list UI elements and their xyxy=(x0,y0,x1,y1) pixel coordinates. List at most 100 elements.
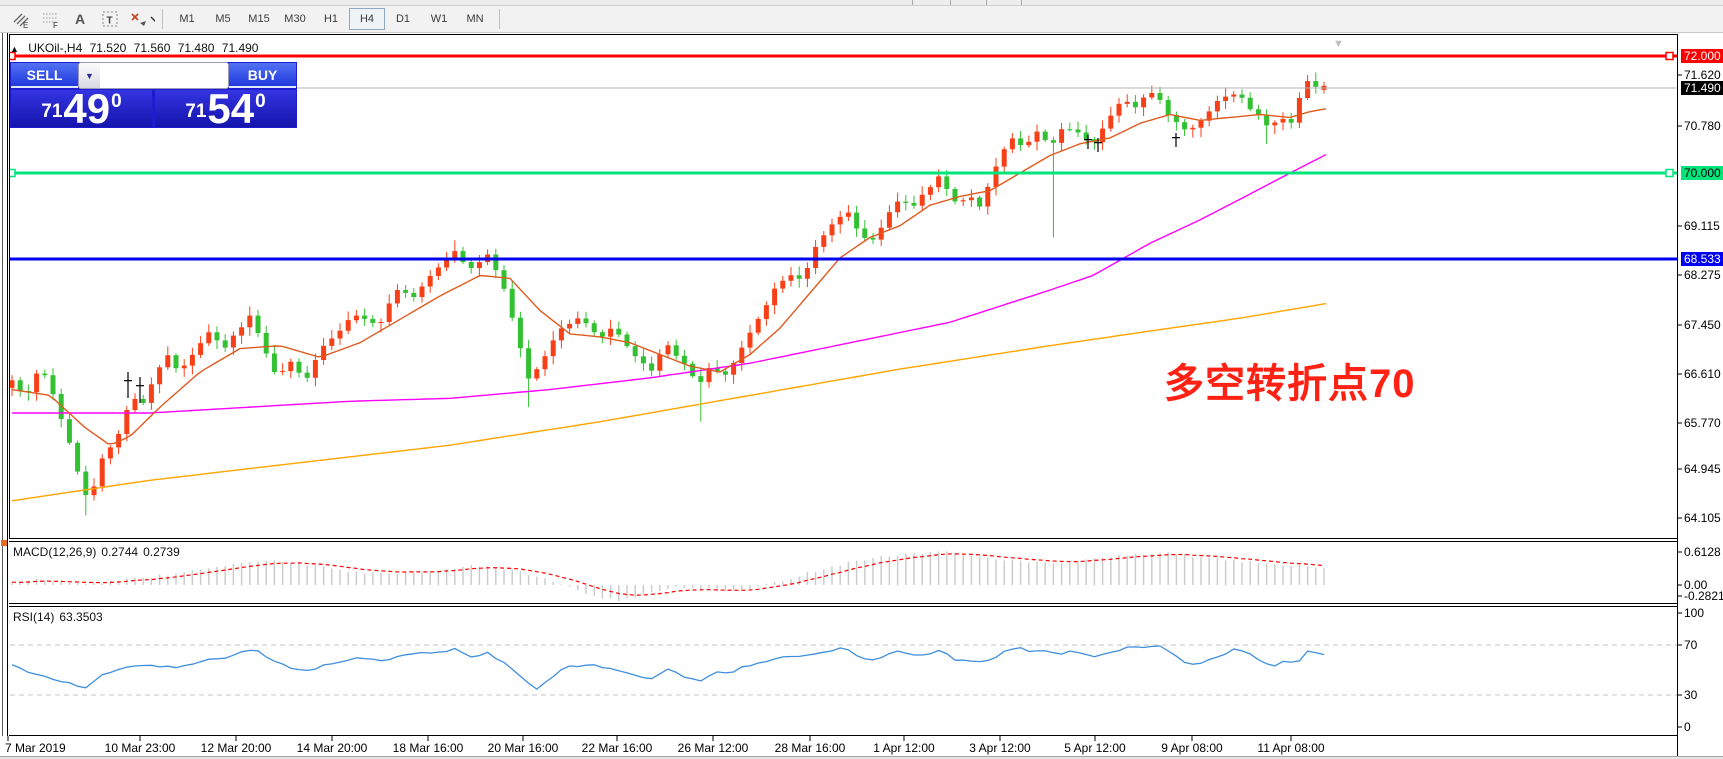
date-axis-label: 7 Mar 2019 xyxy=(5,741,66,755)
ohlc-open: 71.520 xyxy=(89,41,127,55)
date-axis-label: 22 Mar 16:00 xyxy=(581,741,653,755)
ohlc-high: 71.560 xyxy=(133,41,171,55)
price-axis-label: 66.610 xyxy=(1684,367,1721,381)
expert-hatch-icon[interactable]: E xyxy=(7,8,35,30)
date-axis-label: 11 Apr 08:00 xyxy=(1257,741,1325,755)
price-axis-label: 70.780 xyxy=(1684,119,1721,133)
window-top-edge xyxy=(0,0,1723,6)
price-tiles-row: 71 49 0 71 54 0 xyxy=(11,84,296,132)
grid-f-icon[interactable]: F xyxy=(37,8,65,30)
one-click-collapse-icon[interactable]: ▲ xyxy=(10,44,19,54)
timeframe-button-d1[interactable]: D1 xyxy=(395,13,411,25)
timeframe-button-m5[interactable]: M5 xyxy=(215,13,231,25)
chart-title: ▲ UKOil-,H4 71.520 71.560 71.480 71.490 xyxy=(10,41,262,55)
svg-text:A: A xyxy=(75,11,85,27)
date-axis-label: 14 Mar 20:00 xyxy=(296,741,368,755)
sell-price-pip: 0 xyxy=(111,91,122,112)
sell-price-main: 49 xyxy=(63,84,111,132)
one-click-trading-panel: SELL ▼ ▲ BUY 71 49 0 71 54 0 xyxy=(10,62,297,132)
toolbar-separator xyxy=(499,9,500,29)
date-axis-label: 26 Mar 12:00 xyxy=(677,741,749,755)
svg-text:F: F xyxy=(53,21,58,29)
chart-text-annotation[interactable]: 多空转折点70 xyxy=(1164,362,1416,406)
window-tab-separator xyxy=(1021,0,1022,5)
rsi-axis-label: 0 xyxy=(1684,720,1691,734)
rsi-label: RSI(14) 63.3503 xyxy=(13,610,108,624)
sell-price-prefix: 71 xyxy=(41,101,63,122)
text-box-icon[interactable]: T xyxy=(97,8,125,30)
timeframe-button-w1[interactable]: W1 xyxy=(430,13,448,25)
buy-price-tile[interactable]: 71 54 0 xyxy=(155,84,296,132)
volume-spinner: ▼ ▲ xyxy=(78,62,229,89)
text-label-icon[interactable]: A xyxy=(67,8,95,30)
timeframe-button-m30[interactable]: M30 xyxy=(284,13,306,25)
date-axis-label: 18 Mar 16:00 xyxy=(392,741,464,755)
buy-button[interactable]: BUY xyxy=(229,63,296,88)
macd-value-main: 0.2744 xyxy=(101,545,139,559)
timeframe-button-h1[interactable]: H1 xyxy=(323,13,339,25)
left-window-border xyxy=(0,33,9,756)
sell-button[interactable]: SELL xyxy=(11,63,78,88)
buy-price-pip: 0 xyxy=(255,91,266,112)
arrows-dropdown-icon[interactable] xyxy=(127,8,155,30)
price-axis-label: 67.450 xyxy=(1684,318,1721,332)
macd-axis-label: 0.6128 xyxy=(1684,545,1721,559)
price-axis-label: 64.945 xyxy=(1684,462,1721,476)
timeframe-button-m15[interactable]: M15 xyxy=(248,13,270,25)
rsi-axis-label: 70 xyxy=(1684,638,1698,652)
macd-value-signal: 0.2739 xyxy=(143,545,180,559)
rsi-name: RSI(14) xyxy=(13,610,55,624)
window-tab-separator xyxy=(912,0,913,5)
price-axis-label: 69.115 xyxy=(1684,219,1720,233)
date-axis-label: 3 Apr 12:00 xyxy=(969,741,1031,755)
macd-name: MACD(12,26,9) xyxy=(13,545,97,559)
macd-axis-label: -0.2821 xyxy=(1684,589,1723,603)
date-axis-label: 12 Mar 20:00 xyxy=(200,741,272,755)
border-line xyxy=(7,33,8,756)
date-axis-label: 5 Apr 12:00 xyxy=(1064,741,1126,755)
ohlc-low: 71.480 xyxy=(177,41,215,55)
rsi-value: 63.3503 xyxy=(59,610,103,624)
window-tab-separator xyxy=(950,0,951,5)
date-axis-label: 1 Apr 12:00 xyxy=(873,741,935,755)
buy-price-main: 54 xyxy=(207,84,255,132)
svg-text:E: E xyxy=(23,21,28,29)
chart-symbol: UKOil-,H4 xyxy=(28,41,83,55)
trade-controls-row: SELL ▼ ▲ BUY xyxy=(10,62,297,89)
volume-input[interactable] xyxy=(99,63,228,88)
price-axis-label: 65.770 xyxy=(1684,416,1721,430)
ohlc-close: 71.490 xyxy=(221,41,259,55)
timeframe-button-m1[interactable]: M1 xyxy=(179,13,195,25)
date-axis-label: 28 Mar 16:00 xyxy=(774,741,846,755)
window-tab-separator xyxy=(986,0,987,5)
date-axis-label: 9 Apr 08:00 xyxy=(1161,741,1223,755)
macd-axis-label: 0.00 xyxy=(1684,578,1708,592)
autoscroll-marker-icon: ▼ xyxy=(1333,38,1344,50)
sell-price-tile[interactable]: 71 49 0 xyxy=(11,84,152,132)
rsi-axis-label: 30 xyxy=(1684,688,1698,702)
price-axis-label: 64.105 xyxy=(1684,511,1721,525)
date-axis-label: 20 Mar 16:00 xyxy=(487,741,559,755)
price-axis-label: 68.533 xyxy=(1681,252,1723,266)
svg-text:T: T xyxy=(107,16,113,27)
price-axis-label: 68.275 xyxy=(1684,268,1721,282)
panel-splitter-grip[interactable] xyxy=(1,540,7,546)
window-bottom-edge xyxy=(0,756,1723,759)
toolbar-separator xyxy=(162,9,163,29)
rsi-axis-label: 100 xyxy=(1684,606,1705,620)
buy-price-prefix: 71 xyxy=(185,101,207,122)
price-axis-label: 70.000 xyxy=(1681,166,1723,180)
toolbar: E F A T M1 M5 M15 M30 H1 H4 D1 W1 MN xyxy=(0,6,1723,33)
border-line xyxy=(2,33,3,756)
price-axis-label: 71.620 xyxy=(1684,68,1721,82)
macd-label: MACD(12,26,9) 0.2744 0.2739 xyxy=(13,545,185,559)
price-axis-label: 72.000 xyxy=(1681,49,1723,63)
macd-indicator-panel[interactable]: MACD(12,26,9) 0.2744 0.2739 xyxy=(9,541,1678,604)
time-axis[interactable] xyxy=(0,736,1723,756)
rsi-indicator-panel[interactable]: RSI(14) 63.3503 xyxy=(9,606,1678,736)
price-axis-label: 71.490 xyxy=(1681,81,1723,95)
timeframe-button-h4[interactable]: H4 xyxy=(349,8,385,30)
timeframe-button-mn[interactable]: MN xyxy=(466,13,484,25)
volume-decrease-button[interactable]: ▼ xyxy=(79,63,100,88)
